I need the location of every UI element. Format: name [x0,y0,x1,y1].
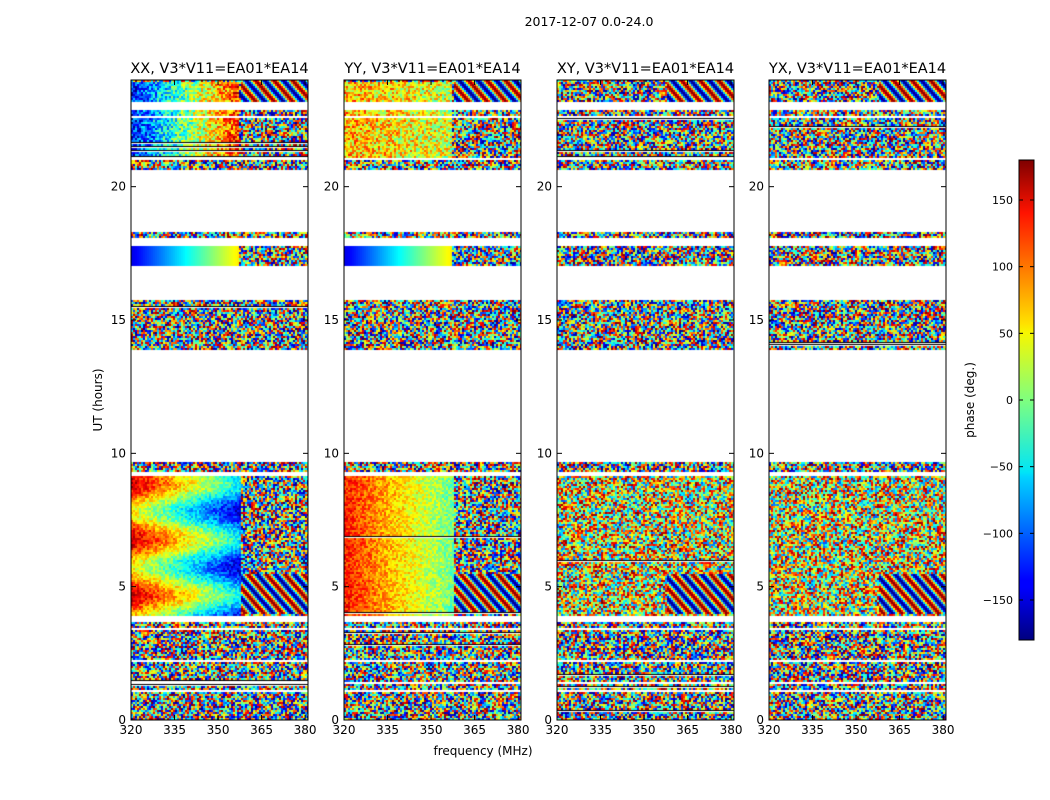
panel-title: YY, V3*V11=EA01*EA14 [343,61,520,77]
colorbar-tick-label: −150 [983,594,1013,607]
x-tick-label: 350 [420,723,443,737]
x-tick-label: 380 [507,723,530,737]
x-tick-label: 365 [250,723,273,737]
y-tick-label: 15 [111,313,126,327]
y-tick-label: 20 [537,180,552,194]
y-tick-label: 15 [537,313,552,327]
x-tick-label: 380 [294,723,317,737]
y-tick-label: 10 [111,446,126,460]
y-tick-label: 0 [544,713,552,727]
x-tick-label: 335 [801,723,824,737]
colorbar-tick-label: −100 [983,527,1013,540]
y-tick-label: 0 [756,713,764,727]
panel-1: YY, V3*V11=EA01*EA14 320 335 350 365 380 0 5 10 1… [324,61,530,737]
x-tick-label: 380 [932,723,955,737]
y-tick-label: 5 [118,580,126,594]
y-tick-label: 10 [749,446,764,460]
panel-0: XX, V3*V11=EA01*EA14 320 335 350 365 380 0 5 10 1… [111,61,317,737]
colorbar-label: phase (deg.) [963,362,977,438]
y-tick-label: 15 [749,313,764,327]
panel-frame [768,79,947,721]
x-tick-label: 380 [720,723,743,737]
x-tick-label: 350 [207,723,230,737]
colorbar-tick-label: 100 [992,261,1013,274]
colorbar-tick-label: −50 [990,461,1013,474]
heatmap-image [769,80,946,720]
y-tick-label: 10 [537,446,552,460]
colorbar-tick-label: 50 [999,327,1013,340]
x-tick-label: 350 [633,723,656,737]
colorbar: −150 −100 −50 0 50 100 150 phase (deg.) [963,159,1035,641]
y-tick-label: 0 [331,713,339,727]
y-tick-label: 5 [544,580,552,594]
x-tick-label: 320 [758,723,781,737]
x-tick-label: 365 [888,723,911,737]
heatmap-image [131,80,308,720]
y-tick-label: 15 [324,313,339,327]
y-tick-label: 10 [324,446,339,460]
panel-frame [343,79,522,721]
panel-title: XX, V3*V11=EA01*EA14 [130,61,308,77]
x-tick-label: 335 [163,723,186,737]
x-tick-label: 365 [463,723,486,737]
heatmap-image [557,80,734,720]
panel-3: YX, V3*V11=EA01*EA14 320 335 350 365 380 0 5 10 1… [749,61,955,737]
y-tick-label: 5 [331,580,339,594]
y-axis-label: UT (hours) [91,368,105,431]
x-tick-label: 320 [333,723,356,737]
y-tick-label: 5 [756,580,764,594]
colorbar-tick-label: 0 [1006,394,1013,407]
x-tick-label: 335 [376,723,399,737]
x-axis-label: frequency (MHz) [433,744,532,758]
y-tick-label: 20 [111,180,126,194]
x-tick-label: 335 [589,723,612,737]
panel-title: XY, V3*V11=EA01*EA14 [557,61,734,77]
x-tick-label: 320 [120,723,143,737]
y-tick-label: 20 [749,180,764,194]
y-tick-label: 20 [324,180,339,194]
panel-title: YX, V3*V11=EA01*EA14 [768,61,946,77]
x-tick-label: 350 [845,723,868,737]
panel-frame [130,79,309,721]
y-tick-label: 0 [118,713,126,727]
panel-frame [556,79,735,721]
x-tick-label: 320 [546,723,569,737]
figure-suptitle: 2017-12-07 0.0-24.0 [525,14,654,29]
colorbar-tick-label: 150 [992,194,1013,207]
x-tick-label: 365 [676,723,699,737]
heatmap-image [344,80,521,720]
panel-2: XY, V3*V11=EA01*EA14 320 335 350 365 380 0 5 10 1… [537,61,743,737]
